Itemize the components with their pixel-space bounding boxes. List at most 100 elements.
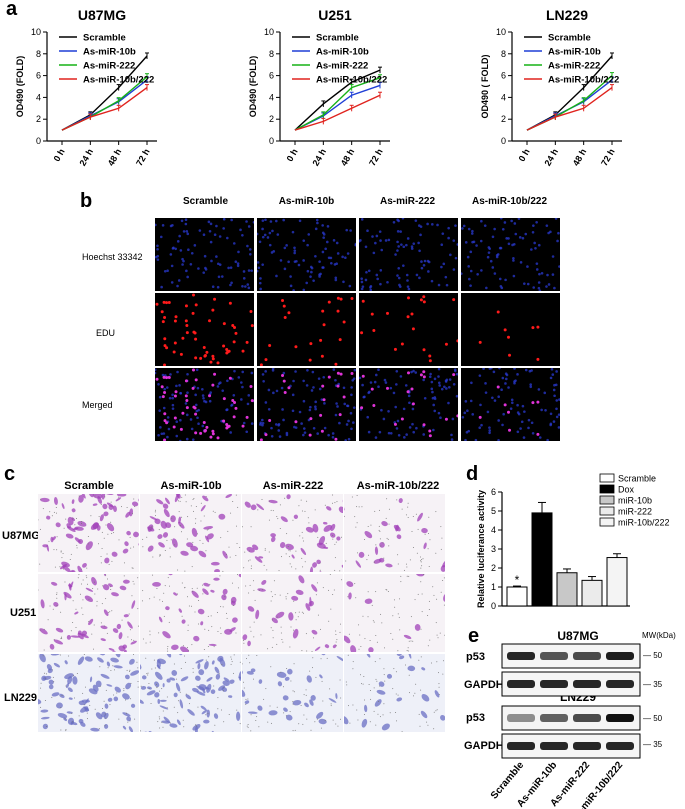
cell-blob: [114, 686, 121, 693]
cell-blob: [97, 496, 103, 504]
pore-dot: [395, 711, 397, 713]
pore-dot: [156, 588, 158, 590]
pore-dot: [78, 574, 80, 576]
nucleus-dot: [524, 368, 528, 372]
pore-dot: [371, 604, 373, 606]
pore-dot: [49, 605, 51, 607]
pore-dot: [329, 574, 331, 575]
pore-dot: [121, 619, 123, 621]
nucleus-dot: [412, 369, 415, 373]
pore-dot: [250, 568, 252, 570]
nucleus-dot: [378, 230, 382, 233]
cell-blob: [92, 503, 98, 506]
nucleus-dot: [524, 232, 528, 236]
nucleus-dot: [440, 243, 444, 246]
pore-dot: [319, 562, 321, 564]
nucleus-dot: [429, 372, 432, 376]
nucleus-dot: [261, 423, 264, 427]
nucleus-dot: [452, 383, 456, 386]
cell-blob: [304, 702, 309, 708]
nucleus-dot: [316, 221, 319, 225]
cell-blob: [417, 512, 423, 522]
micrograph-dots: [359, 368, 458, 441]
nucleus-dot: [545, 285, 548, 288]
nucleus-dot: [294, 370, 297, 373]
pore-dot: [118, 496, 120, 498]
pore-dot: [383, 703, 385, 705]
cell-blob: [50, 581, 58, 586]
pore-dot: [330, 705, 332, 707]
x-tick-label: 48 h: [106, 147, 124, 168]
pore-dot: [239, 661, 241, 663]
pore-dot: [385, 517, 387, 519]
cell-blob: [61, 503, 65, 509]
nucleus-dot: [380, 248, 384, 252]
pore-dot: [154, 511, 156, 513]
nucleus-dot: [428, 375, 432, 379]
cell-blob: [443, 593, 445, 602]
nucleus-dot: [312, 427, 316, 430]
nucleus-dot: [444, 275, 448, 279]
transwell-image: [242, 654, 343, 732]
nucleus-dot: [366, 229, 369, 232]
pore-dot: [88, 621, 90, 623]
nucleus-dot: [540, 271, 544, 275]
nucleus-dot: [369, 288, 373, 291]
x-tick-label: 48 h: [339, 147, 357, 168]
pore-dot: [133, 583, 135, 585]
cell-blob: [396, 534, 402, 540]
cell-blob: [175, 682, 181, 692]
cell-blob: [195, 659, 204, 664]
pore-dot: [118, 718, 120, 720]
cell-blob: [126, 716, 132, 722]
nucleus-dot: [292, 289, 295, 291]
pore-dot: [317, 536, 319, 538]
nucleus-dot: [155, 223, 157, 227]
nucleus-dot: [249, 252, 252, 256]
nucleus-dot: [191, 438, 195, 441]
nucleus-dot: [179, 249, 183, 252]
nucleus-dot: [248, 248, 252, 251]
pore-dot: [400, 575, 402, 577]
edu-dot: [184, 304, 188, 308]
pore-dot: [183, 726, 185, 728]
nucleus-dot: [318, 387, 322, 391]
cell-blob: [244, 700, 250, 704]
nucleus-dot: [531, 231, 535, 234]
pore-dot: [158, 716, 160, 718]
pore-dot: [405, 514, 407, 516]
nucleus-dot: [263, 233, 267, 237]
nucleus-dot: [451, 417, 455, 421]
cell-blob: [319, 674, 323, 679]
pore-dot: [142, 546, 144, 548]
pore-dot: [396, 499, 398, 501]
edu-dot: [452, 373, 456, 377]
nucleus-dot: [546, 438, 549, 441]
pore-dot: [76, 673, 78, 675]
nucleus-dot: [280, 386, 284, 390]
edu-dot: [478, 415, 482, 419]
pore-dot: [48, 540, 50, 542]
nucleus-dot: [495, 255, 499, 259]
pore-dot: [379, 658, 381, 660]
pore-dot: [177, 569, 179, 571]
edu-dot: [249, 309, 253, 313]
cell-blob: [440, 714, 445, 721]
nucleus-dot: [160, 285, 163, 289]
pore-dot: [347, 596, 349, 598]
nucleus-dot: [420, 260, 423, 263]
pore-dot: [176, 678, 178, 680]
pore-dot: [231, 582, 233, 584]
nucleus-dot: [415, 426, 418, 430]
cell-blob: [335, 693, 338, 699]
nucleus-dot: [209, 222, 213, 226]
pore-dot: [157, 721, 159, 723]
micrograph-b: [257, 218, 356, 291]
transwell-cells: [242, 654, 343, 732]
pore-dot: [86, 718, 88, 720]
edu-dot: [334, 362, 338, 366]
nucleus-dot: [498, 368, 501, 370]
pore-dot: [354, 516, 356, 518]
pore-dot: [267, 721, 269, 723]
cell-blob: [101, 711, 107, 718]
